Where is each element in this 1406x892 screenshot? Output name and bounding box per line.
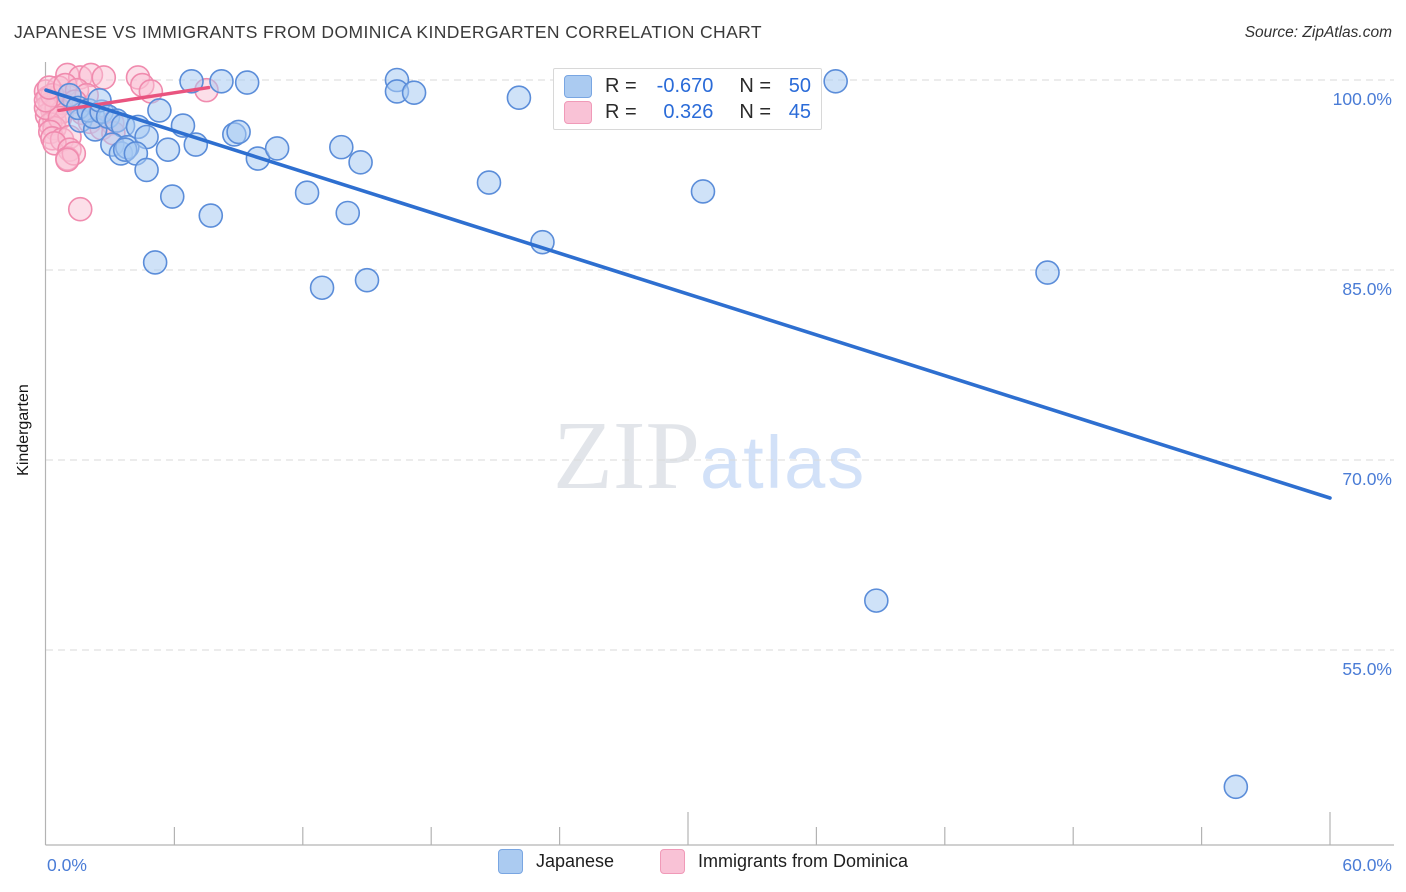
scatter-point-japanese[interactable]	[309, 275, 335, 301]
scatter-point-japanese[interactable]	[294, 180, 320, 206]
stats-row-dominica: R = 0.326 N = 45	[564, 100, 811, 124]
y-tick-label: 55.0%	[1342, 659, 1392, 679]
scatter-point-japanese[interactable]	[264, 136, 290, 161]
trendline-japanese	[44, 88, 1332, 500]
x-min-label: 0.0%	[47, 855, 87, 875]
scatter-point-japanese[interactable]	[348, 150, 373, 175]
scatter-point-japanese[interactable]	[1035, 260, 1060, 285]
scatter-point-dominica[interactable]	[55, 147, 80, 173]
stats-legend-box: R = -0.670 N = 50 R = 0.326 N = 45	[553, 68, 822, 130]
watermark-zip-text: ZIP	[553, 402, 700, 510]
scatter-point-japanese[interactable]	[198, 203, 224, 228]
scatter-point-japanese[interactable]	[354, 267, 380, 293]
y-tick-label: 100.0%	[1333, 89, 1392, 109]
chart-title: JAPANESE VS IMMIGRANTS FROM DOMINICA KIN…	[14, 22, 762, 42]
legend-item-japanese: Japanese	[497, 849, 615, 874]
watermark-atlas-text: atlas	[700, 421, 867, 504]
r-value-dominica: 0.326	[663, 100, 714, 123]
dominica-swatch-icon	[564, 100, 592, 124]
series-legend: Japanese Immigrants from Dominica	[0, 849, 1406, 874]
n-value-dominica: 45	[788, 100, 811, 123]
scatter-point-japanese[interactable]	[823, 68, 848, 94]
y-tick-label: 70.0%	[1342, 469, 1392, 489]
japanese-swatch-icon	[564, 74, 592, 98]
scatter-point-japanese[interactable]	[234, 70, 260, 95]
n-value-japanese: 50	[788, 74, 811, 97]
japanese-legend-swatch-icon	[497, 849, 523, 874]
scatter-point-japanese[interactable]	[155, 137, 181, 162]
dominica-legend-swatch-icon	[660, 849, 686, 874]
legend-label-japanese: Japanese	[535, 851, 615, 871]
scatter-point-japanese[interactable]	[134, 157, 159, 183]
scatter-point-japanese[interactable]	[506, 85, 532, 111]
scatter-point-dominica[interactable]	[67, 196, 93, 222]
scatter-point-japanese[interactable]	[226, 119, 251, 145]
legend-label-dominica: Immigrants from Dominica	[698, 851, 909, 871]
legend-item-dominica: Immigrants from Dominica	[660, 849, 908, 874]
y-tick-label: 85.0%	[1342, 279, 1392, 299]
scatter-point-japanese[interactable]	[1223, 774, 1249, 800]
n-label: N =	[739, 100, 772, 123]
scatter-point-japanese[interactable]	[476, 170, 502, 195]
scatter-point-japanese[interactable]	[142, 250, 168, 275]
scatter-point-japanese[interactable]	[329, 134, 354, 160]
scatter-point-japanese[interactable]	[335, 200, 361, 226]
r-value-japanese: -0.670	[656, 74, 714, 97]
scatter-point-japanese[interactable]	[401, 80, 427, 105]
scatter-point-japanese[interactable]	[690, 179, 716, 204]
stats-row-japanese: R = -0.670 N = 50	[564, 74, 811, 98]
r-label: R =	[605, 100, 637, 123]
n-label: N =	[739, 74, 772, 97]
x-max-label: 60.0%	[1342, 855, 1392, 875]
scatter-point-dominica[interactable]	[91, 65, 117, 90]
scatter-point-japanese[interactable]	[179, 68, 204, 94]
trendline-dominica	[57, 85, 211, 113]
scatter-point-japanese[interactable]	[864, 588, 889, 613]
r-label: R =	[605, 74, 637, 97]
zipatlas-watermark: ZIPatlas	[553, 400, 866, 512]
scatter-point-japanese[interactable]	[159, 184, 185, 209]
scatter-point-japanese[interactable]	[209, 68, 234, 94]
source-attribution[interactable]: Source: ZipAtlas.com	[1244, 24, 1392, 41]
scatter-point-japanese[interactable]	[147, 98, 172, 123]
y-axis-title: Kindergarten	[15, 384, 32, 476]
